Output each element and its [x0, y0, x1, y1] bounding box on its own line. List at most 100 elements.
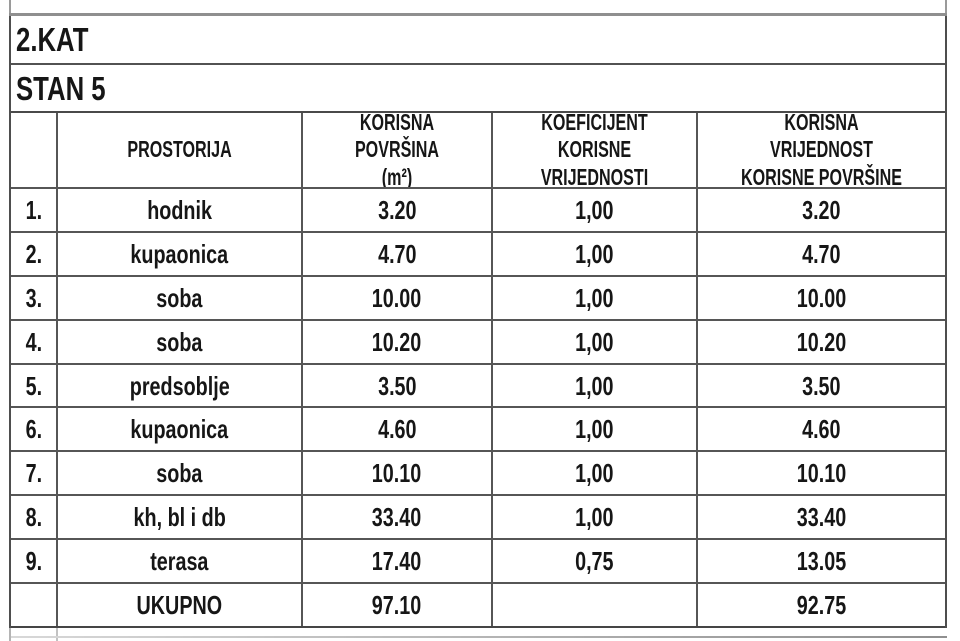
value-cell: 4.70 [698, 232, 945, 275]
coefficient-cell: 1,00 [493, 189, 696, 231]
row-number-cell: 3. [11, 276, 56, 319]
total-number-cell [11, 584, 56, 626]
cell-text: soba [156, 458, 203, 489]
value-cell: 10.10 [698, 452, 945, 495]
value-cell: 3.20 [698, 189, 945, 231]
coefficient-cell: 1,00 [493, 276, 696, 319]
row-number-cell: 5. [11, 364, 56, 407]
cell-text: 13.05 [796, 546, 847, 577]
cell-text: 1,00 [575, 282, 614, 313]
cell-text: kupaonica [130, 414, 229, 445]
value-cell: 10.00 [698, 276, 945, 319]
border-fragment [9, 628, 11, 641]
cell-text: 92.75 [796, 589, 847, 620]
cell-text: 4.60 [802, 414, 841, 445]
area-cell: 10.10 [303, 452, 491, 495]
cell-text: 4.60 [377, 414, 417, 445]
row-number-cell: 2. [11, 232, 56, 275]
cell-text: 7. [25, 458, 42, 489]
row-number-cell: 9. [11, 540, 56, 583]
next-row-fragment [11, 636, 947, 638]
cell-text: KORISNA VRIJEDNOST KORISNE POVRŠINE [740, 113, 903, 187]
room-name-cell: kupaonica [58, 408, 301, 451]
cell-text: 3. [25, 282, 42, 313]
rooms-table: PROSTORIJA KORISNA POVRŠINA (m²) KOEFICI… [11, 113, 945, 628]
cell-text: 10.10 [372, 458, 422, 489]
cell-text: 33.40 [796, 502, 847, 533]
border-fragment [9, 0, 11, 13]
coefficient-cell: 1,00 [493, 232, 696, 275]
unit-title: STAN 5 [16, 69, 106, 107]
coefficient-column-header: KOEFICIJENT KORISNE VRIJEDNOSTI [493, 113, 696, 187]
cell-text: 6. [25, 414, 42, 445]
value-column-header: KORISNA VRIJEDNOST KORISNE POVRŠINE [698, 113, 945, 187]
cell-text: KORISNA POVRŠINA (m²) [354, 113, 440, 187]
room-column-header: PROSTORIJA [58, 113, 301, 187]
cell-text: soba [156, 326, 203, 357]
cell-text: 1,00 [575, 502, 614, 533]
cell-text: 17.40 [372, 546, 422, 577]
cell-text: 0,75 [575, 546, 614, 577]
area-cell: 4.60 [303, 408, 491, 451]
cell-text: kupaonica [130, 238, 229, 269]
coefficient-cell: 0,75 [493, 540, 696, 583]
cell-text: 4. [25, 326, 42, 357]
cell-text: 97.10 [372, 589, 422, 620]
value-cell: 3.50 [698, 364, 945, 407]
row-number-cell: 7. [11, 452, 56, 495]
coefficient-cell: 1,00 [493, 320, 696, 363]
cell-text: kh, bl i db [133, 502, 226, 533]
row-number-cell: 6. [11, 408, 56, 451]
cell-text: 8. [25, 502, 42, 533]
cell-text: 1,00 [575, 458, 614, 489]
cell-text: 5. [25, 370, 42, 401]
border-fragment [56, 628, 58, 641]
coefficient-cell: 1,00 [493, 496, 696, 539]
cell-text: UKUPNO [136, 589, 223, 620]
total-area-cell: 97.10 [303, 584, 491, 626]
unit-title-row: STAN 5 [11, 65, 945, 113]
cell-text: 10.20 [372, 326, 422, 357]
area-cell: 3.50 [303, 364, 491, 407]
cell-text: 2. [25, 238, 42, 269]
area-cell: 4.70 [303, 232, 491, 275]
cell-text: 1,00 [575, 238, 614, 269]
value-cell: 13.05 [698, 540, 945, 583]
area-column-header: KORISNA POVRŠINA (m²) [303, 113, 491, 187]
cell-text: 3.50 [377, 370, 417, 401]
row-number-cell: 1. [11, 189, 56, 231]
row-number-cell: 8. [11, 496, 56, 539]
room-name-cell: hodnik [58, 189, 301, 231]
cell-text: predsoblje [129, 370, 230, 401]
coefficient-cell: 1,00 [493, 364, 696, 407]
row-number-cell: 4. [11, 320, 56, 363]
coefficient-cell: 1,00 [493, 408, 696, 451]
cell-text: soba [156, 282, 203, 313]
cell-text: 10.00 [372, 282, 422, 313]
cell-text: 4.70 [377, 238, 417, 269]
cell-text: 4.70 [802, 238, 841, 269]
cell-text: 1,00 [575, 370, 614, 401]
border-fragment [945, 0, 947, 13]
room-name-cell: kh, bl i db [58, 496, 301, 539]
cell-text: 3.20 [802, 194, 841, 225]
area-cell: 33.40 [303, 496, 491, 539]
cell-text: 33.40 [372, 502, 422, 533]
total-label-cell: UKUPNO [58, 584, 301, 626]
room-name-cell: terasa [58, 540, 301, 583]
cell-text: 9. [25, 546, 42, 577]
cell-text: 10.00 [796, 282, 847, 313]
value-cell: 10.20 [698, 320, 945, 363]
total-value-cell: 92.75 [698, 584, 945, 626]
room-name-cell: soba [58, 452, 301, 495]
cell-text: 10.20 [796, 326, 847, 357]
area-cell: 10.00 [303, 276, 491, 319]
cell-text: 3.50 [802, 370, 841, 401]
cell-text: PROSTORIJA [127, 136, 232, 163]
floor-title-row: 2.KAT [11, 16, 945, 65]
total-coefficient-cell [493, 584, 696, 626]
cell-text: 1,00 [575, 414, 614, 445]
area-cell: 17.40 [303, 540, 491, 583]
floor-title: 2.KAT [16, 21, 89, 58]
